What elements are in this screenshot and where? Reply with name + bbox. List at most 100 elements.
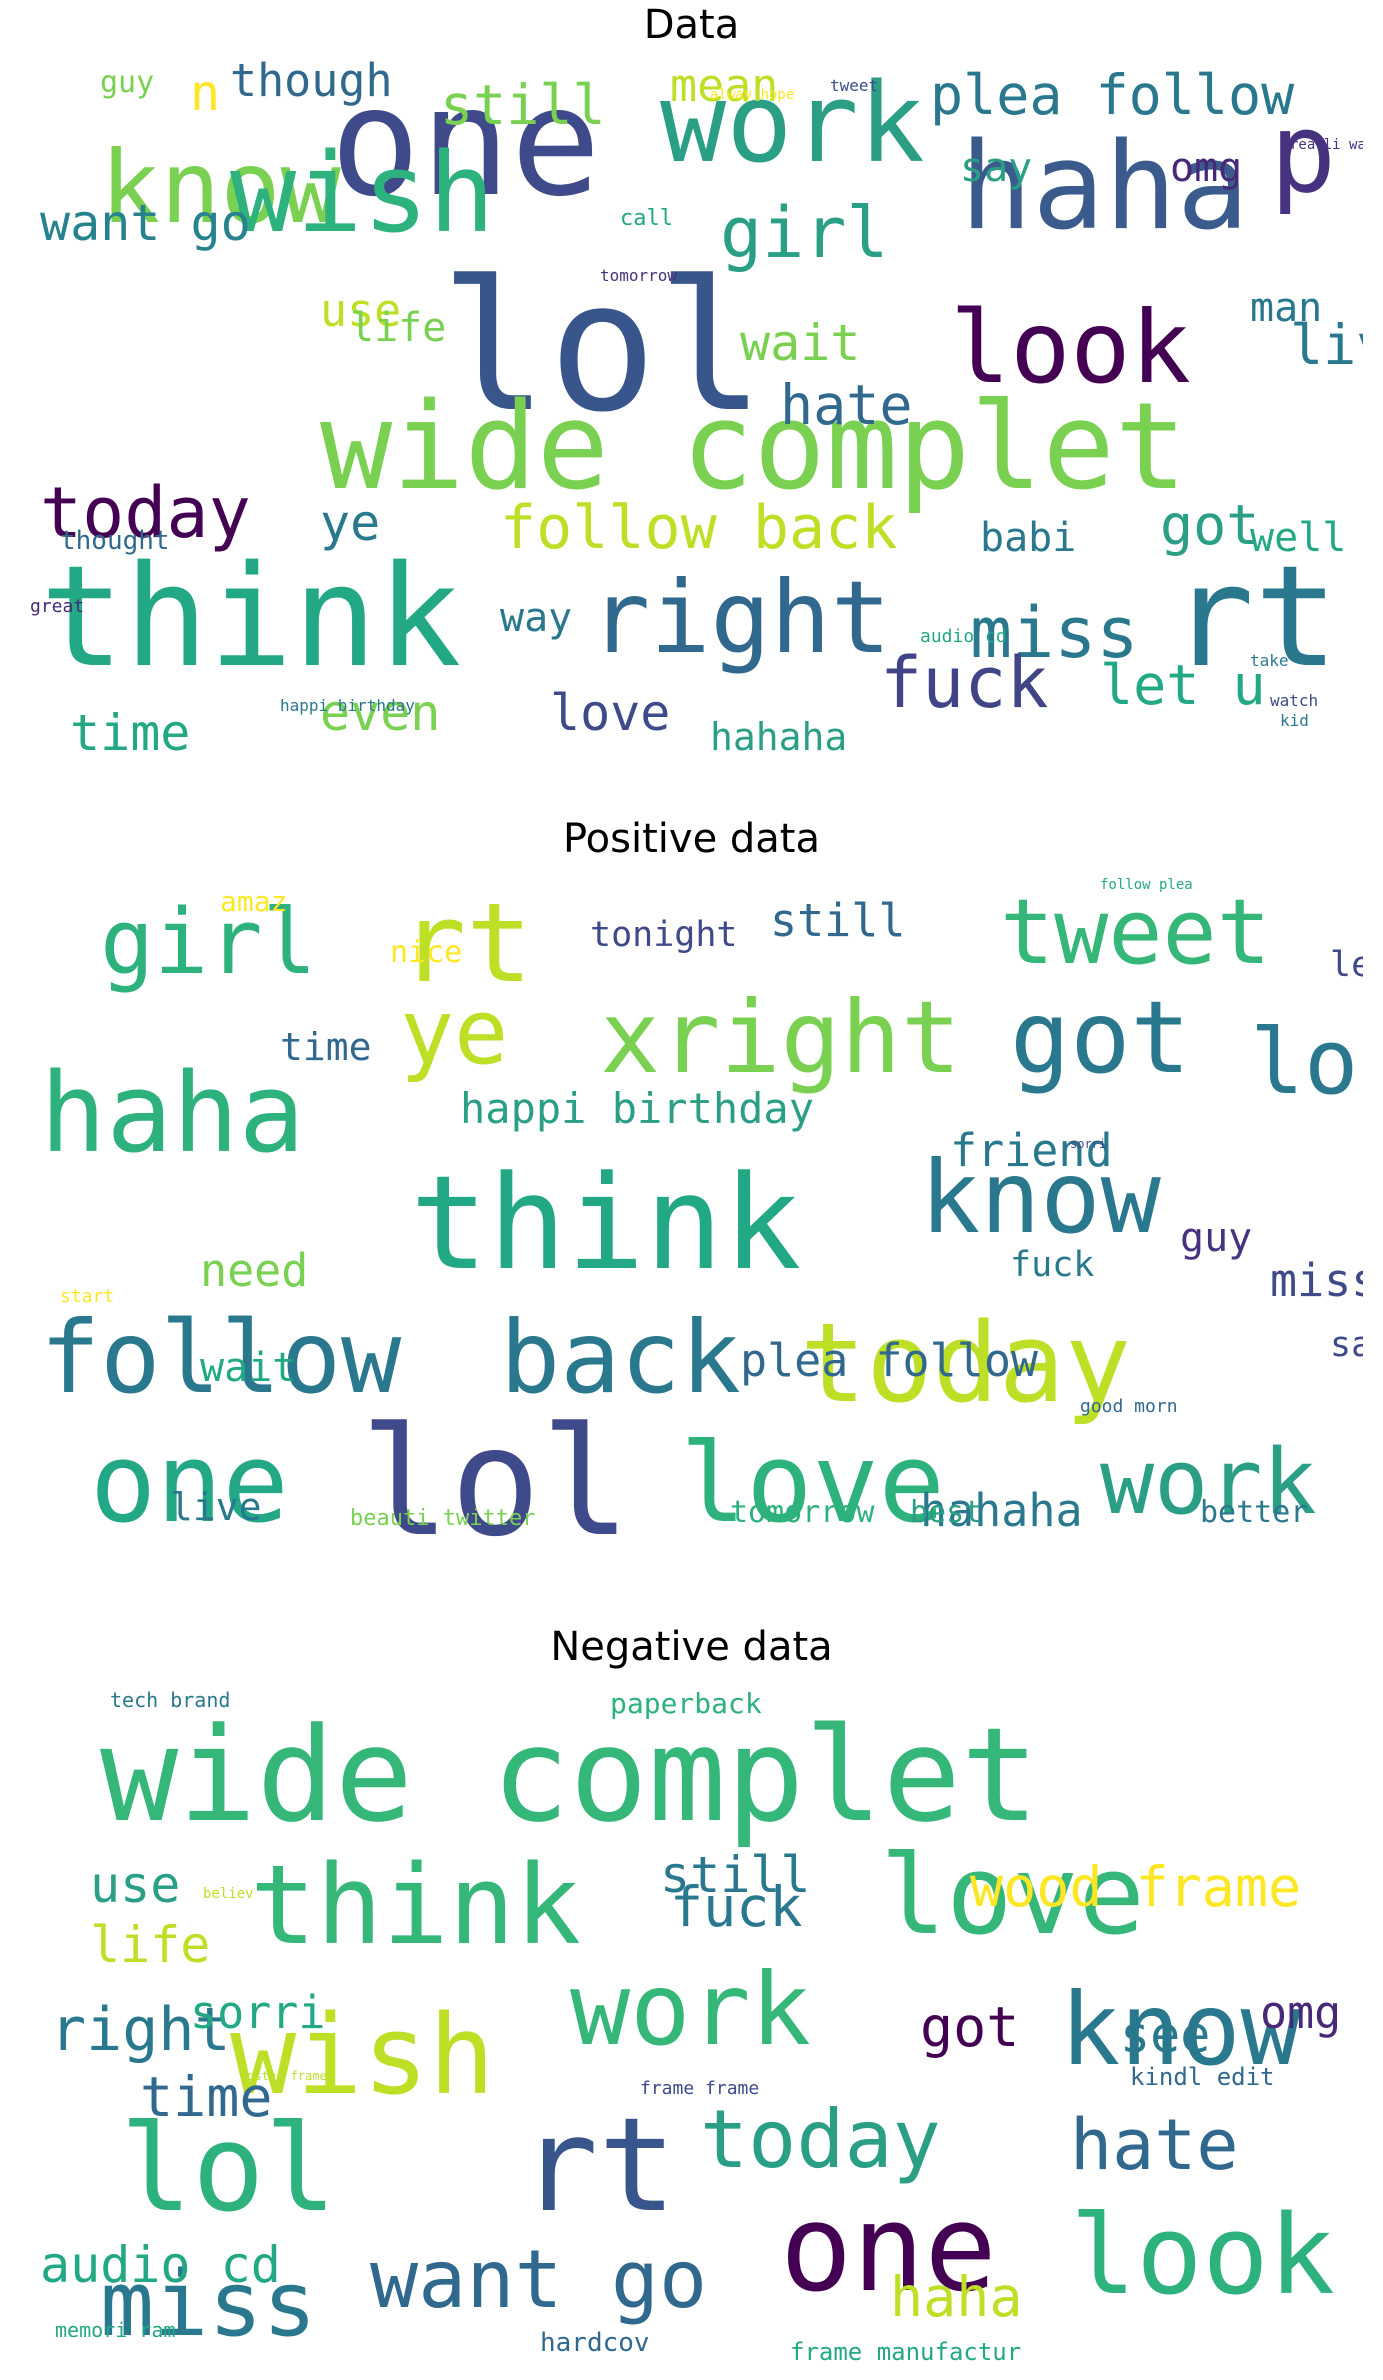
cloud-word: still xyxy=(660,1846,811,1904)
word-cloud: wide complet think love wish work know today lo… xyxy=(20,1680,1363,2380)
cloud-word: think xyxy=(250,1841,582,1969)
cloud-word: say xyxy=(960,145,1033,191)
cloud-word: sorri xyxy=(190,1986,326,2039)
cloud-word: hardcov xyxy=(540,2328,650,2358)
cloud-word: today xyxy=(800,1299,1132,1427)
cloud-word: tomorrow xyxy=(600,266,678,285)
panel-title: Negative data xyxy=(550,1624,833,1670)
cloud-word: hate xyxy=(1070,2104,1239,2186)
cloud-word: time xyxy=(280,1025,372,1069)
cloud-word: beauti twitter xyxy=(350,1506,536,1531)
cloud-word: sorri xyxy=(1070,1137,1107,1151)
cloud-word: still xyxy=(770,894,906,947)
word-cloud: girlrttweetyexrightgotlookhahathinkknowf… xyxy=(20,868,1363,1568)
word-cloud: one work haha p lol look know wish wide complet t… xyxy=(20,58,1363,758)
cloud-word: look xyxy=(1070,2191,1335,2319)
cloud-word: look xyxy=(1250,1010,1363,1115)
cloud-word: poster frame xyxy=(240,2069,327,2083)
cloud-word: guy xyxy=(100,65,155,100)
cloud-word: tweet xyxy=(830,76,879,95)
panel-title: Data xyxy=(643,2,740,48)
cloud-word: way xyxy=(500,595,573,641)
cloud-word: tonight xyxy=(590,915,738,955)
cloud-word: wish xyxy=(230,129,495,257)
cloud-word: wish xyxy=(230,1991,495,2119)
cloud-word: good morn xyxy=(1080,1396,1178,1417)
cloud-word: great xyxy=(30,596,85,617)
cloud-word: miss xyxy=(970,592,1139,674)
cloud-word: ye xyxy=(400,980,509,1085)
cloud-word: one xyxy=(780,2180,997,2319)
cloud-word: even xyxy=(320,684,441,742)
cloud-word: though xyxy=(230,58,393,107)
cloud-word: love xyxy=(880,1831,1145,1959)
cloud-word: tomorrow xyxy=(730,1495,875,1530)
cloud-word: haha xyxy=(40,1049,305,1177)
cloud-word: use xyxy=(90,1856,181,1914)
cloud-word: fuck xyxy=(1010,1245,1095,1285)
cloud-word: hahaha xyxy=(920,1484,1083,1537)
cloud-word: kid xyxy=(1280,711,1309,730)
cloud-word: amaz xyxy=(220,885,288,918)
cloud-word: plea follow xyxy=(930,63,1295,127)
cloud-word: tech brand xyxy=(110,1688,231,1712)
cloud-word: audio cd xyxy=(40,2236,281,2294)
cloud-word: look xyxy=(950,289,1191,406)
cloud-word: right xyxy=(590,559,892,676)
cloud-word: girl xyxy=(720,192,889,274)
cloud-word: believ xyxy=(203,1886,254,1902)
cloud-word: fuck xyxy=(670,1875,803,1939)
cloud-word: time xyxy=(140,2065,273,2129)
cloud-word: tweet xyxy=(1000,880,1271,985)
cloud-word: mean xyxy=(670,59,779,112)
cloud-word: nice xyxy=(390,935,463,970)
cloud-word: wood frame xyxy=(970,1855,1302,1919)
cloud-word: need xyxy=(200,1244,309,1297)
cloud-word: well xyxy=(1250,515,1347,561)
cloud-word: live xyxy=(170,1485,262,1529)
cloud-word: alway hope xyxy=(710,87,795,103)
cloud-word: girl xyxy=(100,890,317,995)
cloud-word: happi birthday xyxy=(280,696,415,715)
cloud-word: haha xyxy=(890,2265,1023,2329)
cloud-word: know xyxy=(920,1139,1161,1256)
cloud-word: love xyxy=(680,1419,945,1547)
cloud-word: time xyxy=(70,704,191,758)
cloud-word: babi xyxy=(980,515,1077,561)
cloud-word: follow plea xyxy=(1100,877,1193,893)
cloud-word: see xyxy=(1120,2006,1211,2064)
cloud-word: paperback xyxy=(610,1687,762,1720)
cloud-word: right xyxy=(50,1995,231,2065)
cloud-word: let u xyxy=(1100,653,1266,717)
cloud-word: love xyxy=(550,684,671,742)
cloud-word: think xyxy=(410,1147,802,1299)
cloud-word: xright xyxy=(600,979,962,1096)
cloud-word: miss xyxy=(1270,1254,1363,1307)
cloud-word: hahaha xyxy=(710,715,848,758)
cloud-word: rt xyxy=(520,2089,677,2241)
cloud-word: n xyxy=(190,64,221,122)
cloud-word: lol xyxy=(120,2100,337,2239)
cloud-word: omg xyxy=(1260,1986,1342,2039)
cloud-word: kindl edit xyxy=(1130,2063,1275,2091)
cloud-word: watch xyxy=(1270,691,1319,710)
cloud-word: live xyxy=(1290,313,1363,377)
cloud-word: guy xyxy=(1180,1215,1253,1261)
cloud-word: miss xyxy=(100,2252,317,2357)
cloud-word: man xyxy=(1250,285,1323,331)
cloud-word: know xyxy=(100,129,341,246)
cloud-word: wait xyxy=(740,314,861,372)
panel-data: Data one work haha p lol look know wish wide com… xyxy=(0,0,1383,760)
panel-negative-data: Negative data wide complet think love wish w… xyxy=(0,1610,1383,2380)
cloud-word: p xyxy=(1270,89,1337,217)
cloud-word: rt xyxy=(400,879,533,1007)
cloud-word: still xyxy=(440,73,606,137)
cloud-word: life xyxy=(90,1916,211,1974)
cloud-word: let u xyxy=(1330,945,1363,985)
cloud-word: got xyxy=(920,1995,1020,2059)
cloud-word: omg xyxy=(1170,145,1243,191)
cloud-word: work xyxy=(660,59,925,187)
cloud-word: got xyxy=(1010,979,1191,1096)
cloud-word: life xyxy=(350,305,447,351)
cloud-word: said xyxy=(1330,1325,1363,1365)
